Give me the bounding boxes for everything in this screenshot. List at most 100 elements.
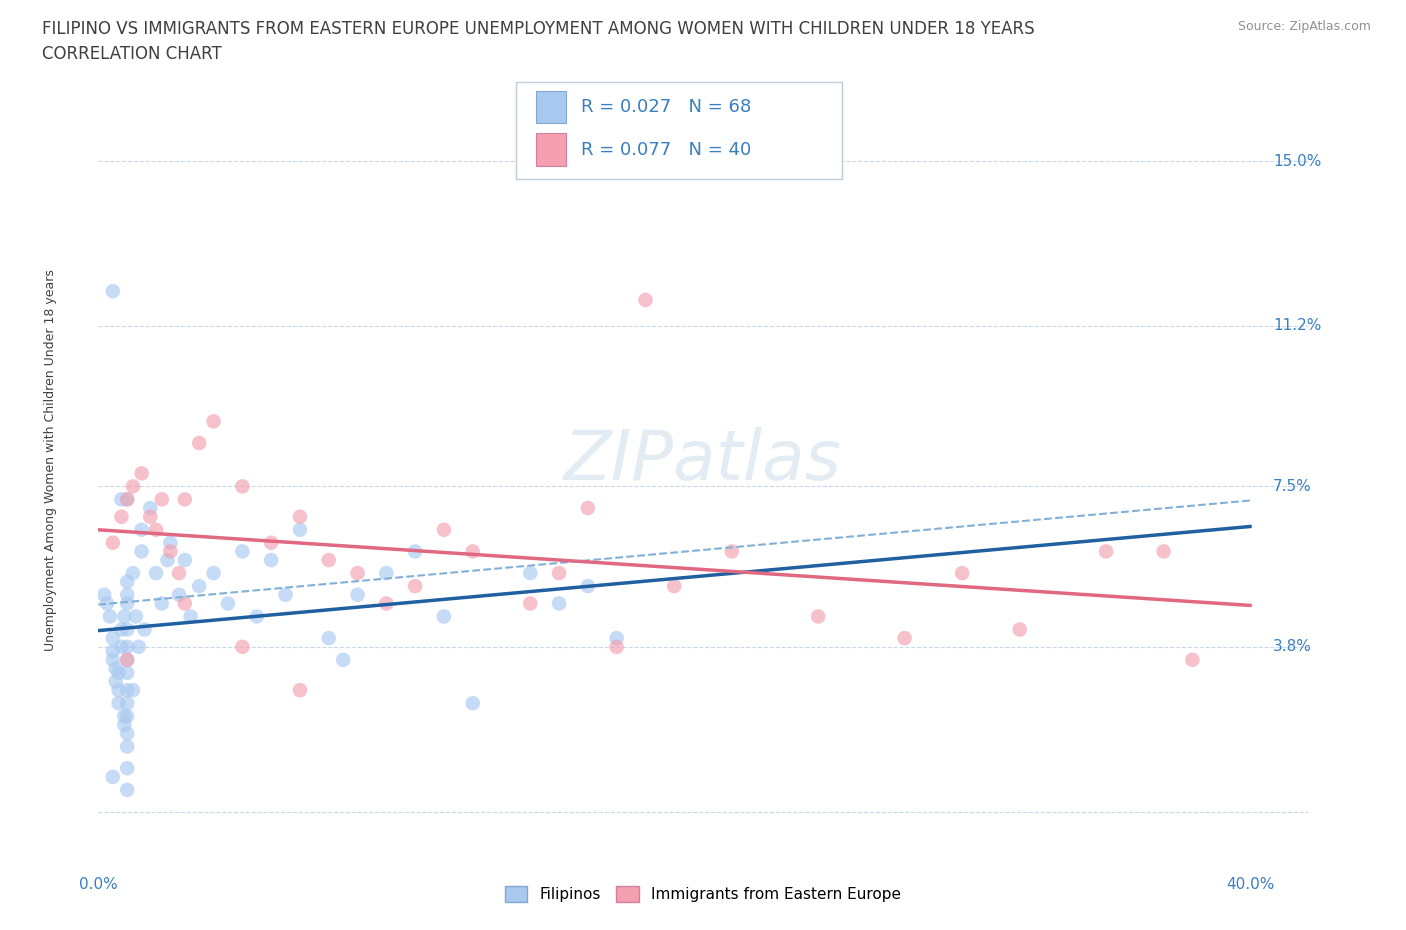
Point [274,588,297,603]
Point [217,596,239,611]
Point [115,492,138,507]
Point [893,631,915,645]
Point [150,492,173,507]
Point [122,683,145,698]
Point [807,609,830,624]
Point [461,696,484,711]
Point [433,523,456,538]
Point [110,492,132,507]
Point [115,622,138,637]
Point [122,479,145,494]
Point [110,640,132,655]
Point [115,588,138,603]
Point [96,596,118,611]
Point [101,652,124,667]
Point [1008,622,1031,637]
Point [548,596,571,611]
Point [122,565,145,580]
Point [950,565,973,580]
Point [107,696,129,711]
Point [173,492,195,507]
Point [150,596,173,611]
Point [461,544,484,559]
Point [180,609,202,624]
Point [167,588,190,603]
Point [131,544,153,559]
Point [101,631,124,645]
Point [107,665,129,680]
Point [115,683,138,698]
Point [115,575,138,590]
Text: R = 0.027   N = 68: R = 0.027 N = 68 [581,98,751,116]
Text: Unemployment Among Women with Children Under 18 years: Unemployment Among Women with Children U… [44,270,56,651]
Point [634,292,657,307]
Text: 40.0%: 40.0% [1226,877,1274,892]
Point [159,544,181,559]
Point [156,552,179,567]
Point [128,640,150,655]
Point [231,479,253,494]
Point [115,652,138,667]
Text: 7.5%: 7.5% [1272,479,1312,494]
Point [664,578,686,593]
Point [375,596,398,611]
Point [519,596,541,611]
Point [101,769,124,784]
Point [606,631,628,645]
Point [404,544,426,559]
Point [332,652,354,667]
Point [576,578,599,593]
Point [93,588,115,603]
Point [110,622,132,637]
Point [101,644,124,658]
Point [173,552,195,567]
Point [1095,544,1118,559]
Bar [536,91,567,124]
Point [134,622,156,637]
FancyBboxPatch shape [516,82,842,179]
Point [98,609,121,624]
Point [110,510,132,525]
Point [576,500,599,515]
Point [139,510,162,525]
Point [115,492,138,507]
Point [288,510,311,525]
Point [375,565,398,580]
Point [231,544,253,559]
Point [519,565,541,580]
Point [115,726,138,741]
Point [173,596,195,611]
Text: Source: ZipAtlas.com: Source: ZipAtlas.com [1237,20,1371,33]
Point [115,696,138,711]
Point [246,609,269,624]
Text: R = 0.077   N = 40: R = 0.077 N = 40 [581,140,751,159]
Point [115,652,138,667]
Point [139,500,162,515]
Text: 3.8%: 3.8% [1272,639,1312,655]
Point [318,631,340,645]
Bar [536,133,567,166]
Point [548,565,571,580]
Point [433,609,456,624]
Point [104,674,127,689]
Point [112,717,135,732]
Point [104,661,127,676]
Point [1153,544,1175,559]
Point [101,536,124,551]
Point [167,565,190,580]
Point [346,588,368,603]
Point [145,523,167,538]
Point [112,709,135,724]
Point [288,523,311,538]
Point [115,761,138,776]
Text: FILIPINO VS IMMIGRANTS FROM EASTERN EUROPE UNEMPLOYMENT AMONG WOMEN WITH CHILDRE: FILIPINO VS IMMIGRANTS FROM EASTERN EURO… [42,20,1035,38]
Point [404,578,426,593]
Point [188,578,211,593]
Text: 0.0%: 0.0% [79,877,118,892]
Point [131,523,153,538]
Point [720,544,742,559]
Text: ZIPatlas: ZIPatlas [564,427,842,494]
Point [115,640,138,655]
Point [125,609,148,624]
Point [260,552,283,567]
